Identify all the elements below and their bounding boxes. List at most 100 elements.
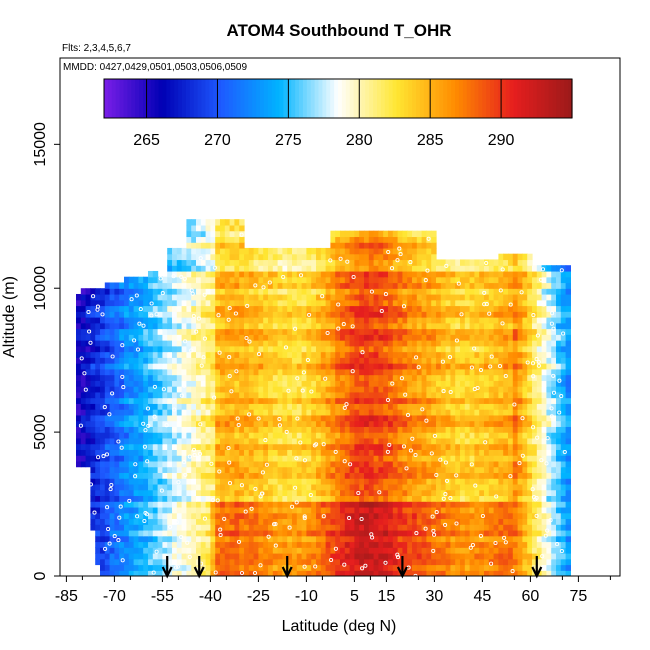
heatmap-cell <box>508 426 514 433</box>
heatmap-cell <box>100 547 106 554</box>
heatmap-cell <box>143 374 149 381</box>
heatmap-cell <box>541 547 547 554</box>
heatmap-cell <box>330 420 336 427</box>
heatmap-cell <box>272 426 279 433</box>
heatmap-cell <box>392 552 399 560</box>
heatmap-cell <box>301 460 307 468</box>
heatmap-cell <box>493 391 499 399</box>
heatmap-cell <box>508 322 514 330</box>
heatmap-cell <box>224 535 231 543</box>
heatmap-cell <box>292 305 298 312</box>
heatmap-cell <box>306 478 312 485</box>
heatmap-cell <box>325 483 331 491</box>
heatmap-cell <box>397 414 403 422</box>
heatmap-cell <box>416 547 423 554</box>
heatmap-cell <box>560 478 567 485</box>
heatmap-cell <box>364 380 370 387</box>
heatmap-cell <box>210 317 216 324</box>
heatmap-cell <box>359 518 365 525</box>
heatmap-cell <box>172 460 178 468</box>
heatmap-cell <box>330 432 336 439</box>
heatmap-cell <box>196 512 202 520</box>
heatmap-cell <box>397 478 403 485</box>
heatmap-cell <box>536 437 543 445</box>
heatmap-cell <box>296 564 303 571</box>
heatmap-cell <box>162 317 168 324</box>
heatmap-cell <box>287 552 293 560</box>
heatmap-cell <box>292 293 298 301</box>
heatmap-cell <box>109 552 115 560</box>
heatmap-cell <box>282 437 288 445</box>
heatmap-cell <box>426 340 432 347</box>
heatmap-cell <box>215 558 221 566</box>
heatmap-cell <box>76 380 82 387</box>
heatmap-cell <box>119 299 125 307</box>
heatmap-cell <box>287 443 293 450</box>
heatmap-cell <box>186 317 192 324</box>
heatmap-cell <box>152 299 159 307</box>
heatmap-cell <box>186 529 192 537</box>
heatmap-cell <box>359 547 365 554</box>
heatmap-cell <box>282 524 288 531</box>
heatmap-cell <box>205 317 211 324</box>
heatmap-cell <box>426 397 432 404</box>
heatmap-cell <box>176 340 183 347</box>
heatmap-cell <box>388 552 394 560</box>
heatmap-cell <box>340 449 346 456</box>
heatmap-cell <box>90 478 96 485</box>
heatmap-cell <box>426 541 432 548</box>
heatmap-cell <box>272 293 279 301</box>
heatmap-cell <box>124 478 130 485</box>
heatmap-cell <box>215 328 221 335</box>
heatmap-cell <box>296 506 303 514</box>
heatmap-cell <box>512 541 519 548</box>
heatmap-cell <box>287 409 293 416</box>
heatmap-cell <box>100 466 106 473</box>
heatmap-cell <box>157 483 163 491</box>
heatmap-cell <box>176 420 183 427</box>
heatmap-cell <box>263 512 269 520</box>
heatmap-cell <box>157 437 163 445</box>
heatmap-cell <box>80 351 87 358</box>
heatmap-cell <box>162 552 168 560</box>
heatmap-cell <box>373 489 379 497</box>
heatmap-cell <box>277 386 283 393</box>
heatmap-cell <box>556 535 562 543</box>
heatmap-cell <box>224 397 231 404</box>
heatmap-cell <box>167 374 173 381</box>
heatmap-cell <box>508 311 514 318</box>
heatmap-cell <box>272 443 279 450</box>
heatmap-cell <box>340 460 346 468</box>
heatmap-cell <box>263 363 269 370</box>
heatmap-cell <box>512 518 519 525</box>
heatmap-cell <box>172 483 178 491</box>
heatmap-cell <box>556 558 562 566</box>
heatmap-cell <box>162 432 168 439</box>
heatmap-cell <box>330 524 336 531</box>
heatmap-cell <box>416 386 423 393</box>
heatmap-cell <box>176 455 183 462</box>
heatmap-cell <box>335 368 341 376</box>
heatmap-cell <box>95 345 101 353</box>
heatmap-cell <box>296 541 303 548</box>
heatmap-cell <box>205 460 211 468</box>
heatmap-cell <box>373 334 379 341</box>
heatmap-cell <box>368 357 375 364</box>
heatmap-cell <box>436 483 442 491</box>
heatmap-cell <box>234 466 240 473</box>
heatmap-cell <box>532 455 538 462</box>
heatmap-cell <box>196 386 202 393</box>
heatmap-cell <box>445 432 451 439</box>
heatmap-cell <box>200 340 207 347</box>
heatmap-cell <box>397 512 403 520</box>
heatmap-cell <box>162 558 168 566</box>
heatmap-cell <box>484 432 490 439</box>
heatmap-cell <box>80 397 87 404</box>
heatmap-cell <box>229 305 235 312</box>
heatmap-cell <box>205 409 211 416</box>
heatmap-cell <box>445 322 451 330</box>
heatmap-cell <box>325 449 331 456</box>
heatmap-cell <box>541 472 547 479</box>
heatmap-cell <box>220 293 226 301</box>
heatmap-cell <box>450 455 456 462</box>
